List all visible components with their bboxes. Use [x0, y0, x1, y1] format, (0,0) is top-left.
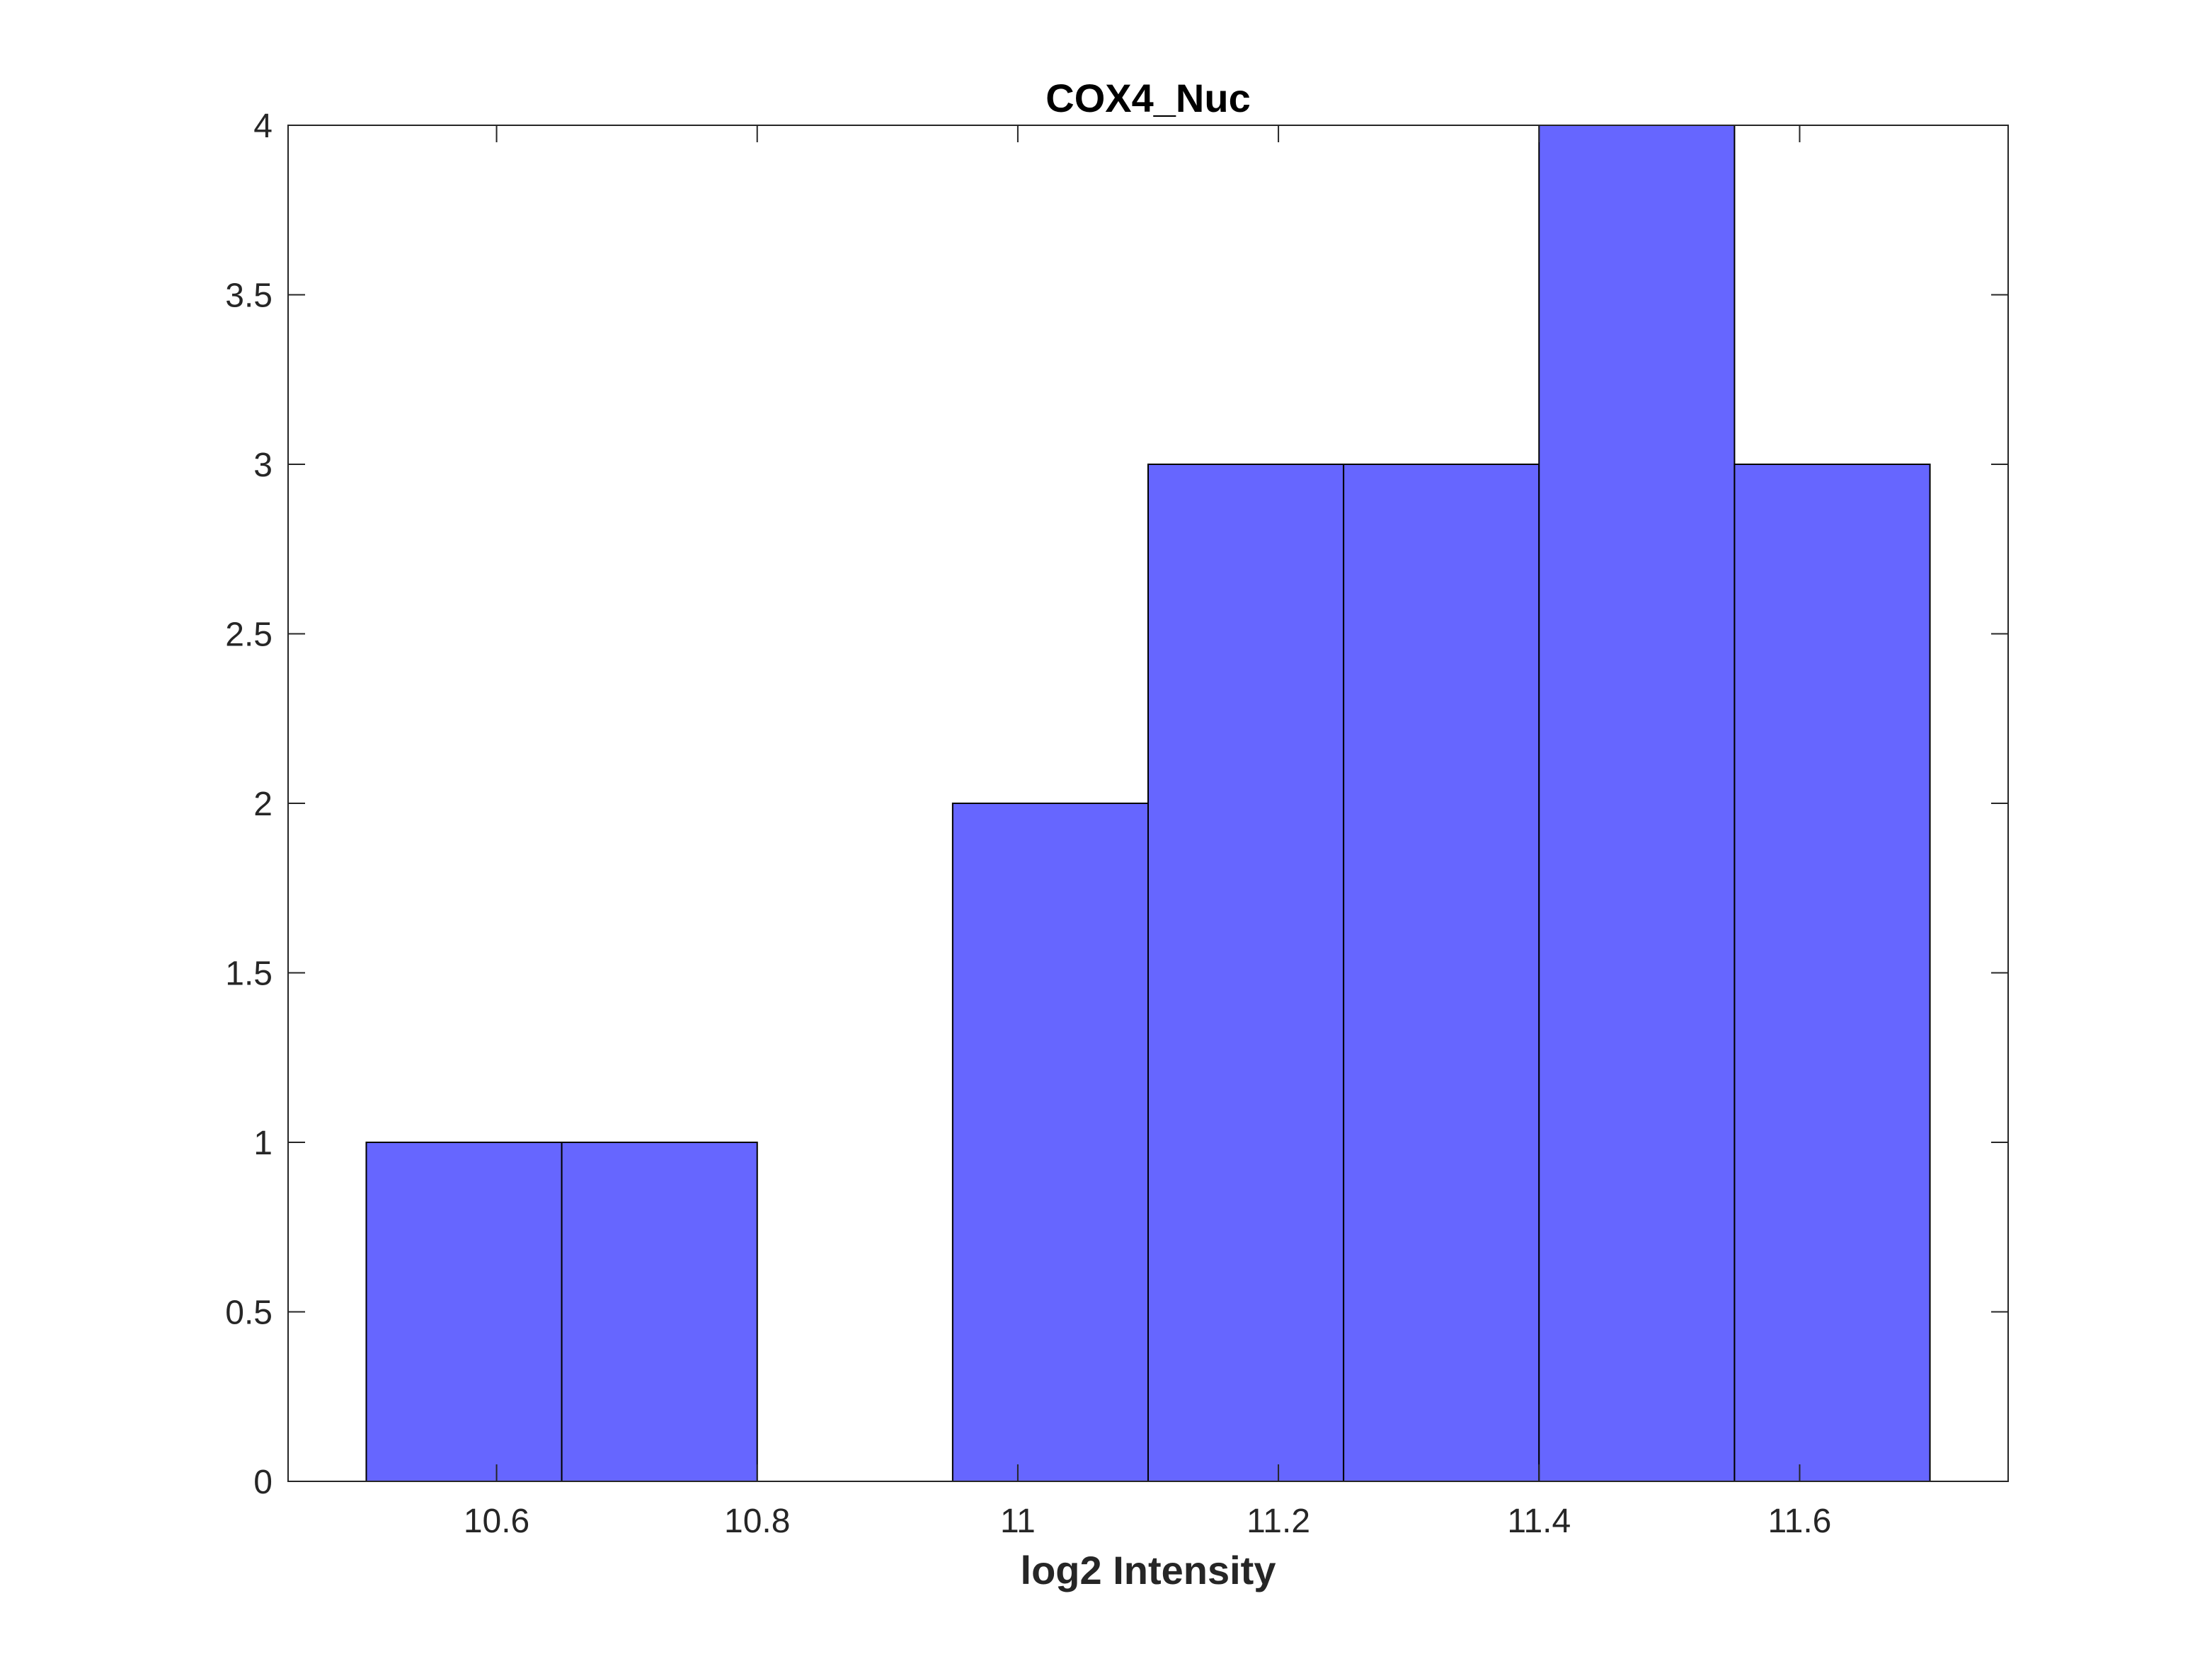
y-tick-label: 1: [253, 1125, 273, 1162]
x-axis-label: log2 Intensity: [1021, 1548, 1276, 1592]
histogram-bar: [365, 1142, 563, 1482]
y-tick-label: 2.5: [225, 616, 273, 654]
histogram-bars: [365, 125, 1931, 1482]
y-tick-label: 3: [253, 447, 273, 484]
histogram-bar: [1343, 464, 1540, 1482]
y-axis-ticks: 0 0.5 1 1.5 2 2.5 3 3.5 4: [225, 108, 2008, 1501]
chart-title: COX4_Nuc: [1045, 76, 1250, 120]
x-tick-label: 10.8: [724, 1503, 790, 1540]
x-tick-label: 10.6: [464, 1503, 529, 1540]
y-tick-label: 2: [253, 786, 273, 823]
x-tick-label: 11.6: [1768, 1503, 1832, 1540]
histogram-bar: [1734, 464, 1931, 1482]
histogram-bar: [951, 803, 1149, 1482]
y-tick-label: 0.5: [225, 1295, 273, 1332]
x-tick-label: 11.2: [1247, 1503, 1310, 1540]
histogram-bar: [1538, 125, 1736, 1482]
y-tick-label: 3.5: [225, 277, 273, 315]
x-tick-label: 11.4: [1507, 1503, 1571, 1540]
histogram-bar: [561, 1142, 758, 1482]
histogram-bar: [1147, 464, 1345, 1482]
y-tick-label: 0: [253, 1464, 273, 1501]
x-tick-label: 11: [1000, 1503, 1036, 1540]
y-tick-label: 1.5: [225, 955, 273, 993]
x-axis-ticks: 10.6 10.8 11 11.2 11.4 11.6: [464, 125, 1832, 1540]
y-tick-label: 4: [253, 108, 273, 145]
